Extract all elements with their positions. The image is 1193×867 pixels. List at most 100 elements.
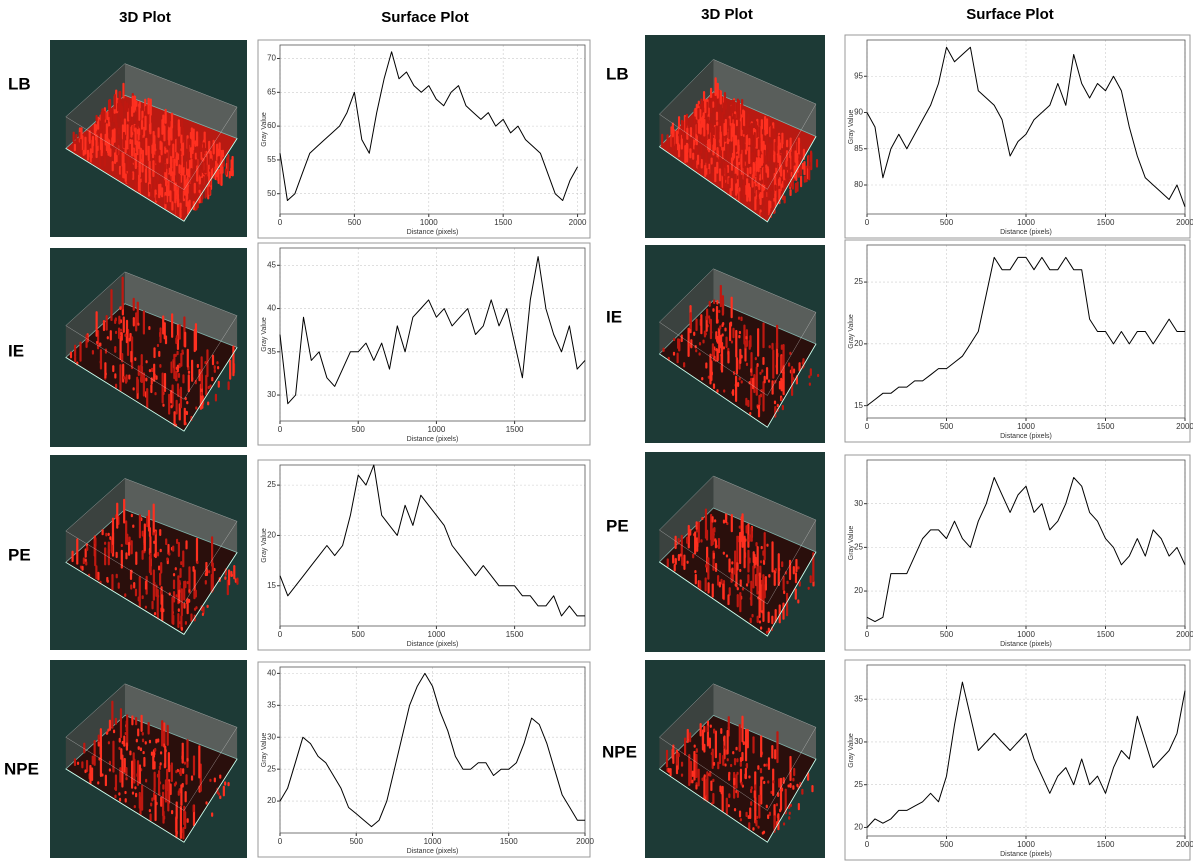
y-tick-label: 25 xyxy=(267,764,276,773)
x-tick-label: 0 xyxy=(865,840,870,849)
y-tick-label: 20 xyxy=(854,823,863,832)
x-tick-label: 500 xyxy=(940,422,954,431)
x-tick-label: 0 xyxy=(865,422,870,431)
y-axis-label: Gray Value xyxy=(261,528,268,563)
x-tick-label: 2000 xyxy=(1176,630,1193,639)
surface-plot: 808590950500100015002000Distance (pixels… xyxy=(845,35,1193,238)
y-tick-label: 50 xyxy=(267,189,276,198)
y-tick-label: 55 xyxy=(267,155,276,164)
x-tick-label: 1500 xyxy=(1097,218,1115,227)
x-tick-label: 1500 xyxy=(1097,630,1115,639)
x-axis-label: Distance (pixels) xyxy=(1000,229,1052,236)
plot-3d xyxy=(645,245,825,443)
y-tick-label: 85 xyxy=(854,144,863,153)
x-axis-label: Distance (pixels) xyxy=(407,641,459,648)
x-tick-label: 500 xyxy=(348,218,362,227)
x-tick-label: 500 xyxy=(352,630,366,639)
x-tick-label: 1500 xyxy=(494,218,512,227)
row-label: PE xyxy=(606,516,629,535)
x-tick-label: 1000 xyxy=(1017,840,1035,849)
surface-plot: 1520250500100015002000Distance (pixels)G… xyxy=(845,240,1193,442)
chart-frame xyxy=(258,40,590,238)
y-tick-label: 30 xyxy=(854,499,863,508)
y-tick-label: 20 xyxy=(854,339,863,348)
x-tick-label: 0 xyxy=(278,425,283,434)
plot-3d xyxy=(645,452,825,652)
plot-3d xyxy=(645,35,825,238)
x-tick-label: 2000 xyxy=(1176,840,1193,849)
x-tick-label: 0 xyxy=(278,837,283,846)
plot-3d xyxy=(50,660,247,858)
y-tick-label: 40 xyxy=(267,304,276,313)
x-tick-label: 500 xyxy=(350,837,364,846)
x-tick-label: 0 xyxy=(278,630,283,639)
row-label: NPE xyxy=(602,742,637,761)
plot-3d xyxy=(50,248,247,447)
y-tick-label: 30 xyxy=(854,737,863,746)
column-header: 3D Plot xyxy=(701,6,753,23)
y-tick-label: 60 xyxy=(267,121,276,130)
x-axis-label: Distance (pixels) xyxy=(1000,851,1052,858)
surface-plot: 15 20 25 0 500 1000 1500 Distance (pixels) Gray … xyxy=(258,460,590,650)
y-tick-label: 45 xyxy=(267,260,276,269)
y-axis-label: Gray Value xyxy=(261,317,268,352)
chart-frame xyxy=(845,35,1190,238)
column-header: Surface Plot xyxy=(966,6,1054,23)
row-label: LB xyxy=(8,74,31,93)
row-label: NPE xyxy=(4,759,39,778)
y-tick-label: 65 xyxy=(267,87,276,96)
x-tick-label: 2000 xyxy=(576,837,594,846)
y-axis-label: Gray Value xyxy=(261,733,268,768)
x-tick-label: 1500 xyxy=(1097,422,1115,431)
x-axis-label: Distance (pixels) xyxy=(407,436,459,443)
x-axis-label: Distance (pixels) xyxy=(407,229,459,236)
y-tick-label: 25 xyxy=(854,780,863,789)
x-axis-label: Distance (pixels) xyxy=(1000,433,1052,440)
row-label: IE xyxy=(606,307,622,326)
x-tick-label: 1000 xyxy=(1017,218,1035,227)
x-tick-label: 1000 xyxy=(428,630,446,639)
y-tick-label: 30 xyxy=(267,390,276,399)
x-tick-label: 1500 xyxy=(506,630,524,639)
y-tick-label: 25 xyxy=(854,277,863,286)
y-tick-label: 80 xyxy=(854,180,863,189)
plot-3d xyxy=(50,455,247,650)
row-label: PE xyxy=(8,545,31,564)
surface-plot: 30 35 40 45 0 500 1000 1500 Distance (pixels) Gra… xyxy=(258,243,590,445)
y-tick-label: 90 xyxy=(854,108,863,117)
chart-frame xyxy=(845,455,1190,650)
plot-3d xyxy=(50,40,247,237)
y-tick-label: 35 xyxy=(267,700,276,709)
y-tick-label: 95 xyxy=(854,71,863,80)
y-tick-label: 70 xyxy=(267,54,276,63)
chart-frame xyxy=(258,662,590,857)
x-tick-label: 500 xyxy=(940,840,954,849)
x-tick-label: 1500 xyxy=(506,425,524,434)
x-tick-label: 0 xyxy=(865,218,870,227)
x-tick-label: 1500 xyxy=(1097,840,1115,849)
x-axis-label: Distance (pixels) xyxy=(407,848,459,855)
x-tick-label: 500 xyxy=(352,425,366,434)
y-tick-label: 20 xyxy=(854,586,863,595)
y-tick-label: 30 xyxy=(267,732,276,741)
chart-frame xyxy=(845,240,1190,442)
row-label: IE xyxy=(8,341,24,360)
y-tick-label: 35 xyxy=(267,347,276,356)
x-tick-label: 1000 xyxy=(428,425,446,434)
y-tick-label: 25 xyxy=(854,542,863,551)
column-header: 3D Plot xyxy=(119,9,171,26)
x-tick-label: 1000 xyxy=(1017,630,1035,639)
y-tick-label: 15 xyxy=(267,581,276,590)
y-tick-label: 25 xyxy=(267,480,276,489)
x-tick-label: 1000 xyxy=(424,837,442,846)
chart-frame xyxy=(845,660,1190,860)
x-tick-label: 1000 xyxy=(1017,422,1035,431)
y-axis-label: Gray Value xyxy=(261,112,268,147)
x-tick-label: 0 xyxy=(278,218,283,227)
y-tick-label: 20 xyxy=(267,531,276,540)
x-tick-label: 1000 xyxy=(420,218,438,227)
